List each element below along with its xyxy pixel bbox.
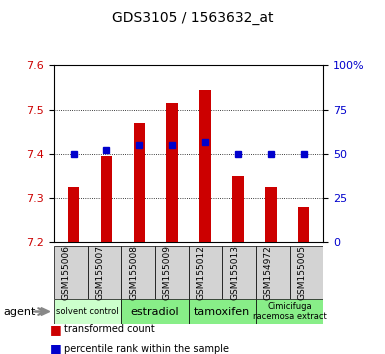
- Bar: [88, 246, 121, 299]
- Text: GSM155008: GSM155008: [129, 245, 138, 300]
- Bar: [121, 246, 155, 299]
- Text: GSM155013: GSM155013: [230, 245, 239, 300]
- Text: GSM155005: GSM155005: [298, 245, 306, 300]
- Bar: [155, 246, 189, 299]
- Text: solvent control: solvent control: [56, 307, 119, 316]
- Bar: [199, 90, 211, 242]
- Text: GSM154972: GSM154972: [264, 245, 273, 300]
- Text: GSM155007: GSM155007: [95, 245, 104, 300]
- Bar: [256, 246, 290, 299]
- Bar: [290, 246, 323, 299]
- Text: GDS3105 / 1563632_at: GDS3105 / 1563632_at: [112, 11, 273, 25]
- Text: tamoxifen: tamoxifen: [194, 307, 251, 316]
- Bar: [189, 246, 223, 299]
- Text: transformed count: transformed count: [64, 324, 154, 334]
- Bar: [68, 187, 79, 242]
- Text: ■: ■: [50, 323, 62, 336]
- Bar: [134, 123, 145, 242]
- Text: GSM155006: GSM155006: [62, 245, 71, 300]
- Bar: [265, 187, 276, 242]
- Bar: [256, 299, 323, 324]
- Text: percentile rank within the sample: percentile rank within the sample: [64, 344, 229, 354]
- Bar: [232, 176, 244, 242]
- Text: ■: ■: [50, 342, 62, 354]
- Text: agent: agent: [4, 307, 36, 316]
- Text: GSM155009: GSM155009: [163, 245, 172, 300]
- Bar: [121, 299, 189, 324]
- Text: estradiol: estradiol: [131, 307, 179, 316]
- Bar: [54, 246, 88, 299]
- Bar: [166, 103, 178, 242]
- Bar: [101, 156, 112, 242]
- Bar: [223, 246, 256, 299]
- Bar: [298, 207, 310, 242]
- Text: GSM155012: GSM155012: [196, 245, 206, 300]
- Bar: [189, 299, 256, 324]
- Bar: [54, 299, 121, 324]
- Text: Cimicifuga
racemosa extract: Cimicifuga racemosa extract: [253, 302, 326, 321]
